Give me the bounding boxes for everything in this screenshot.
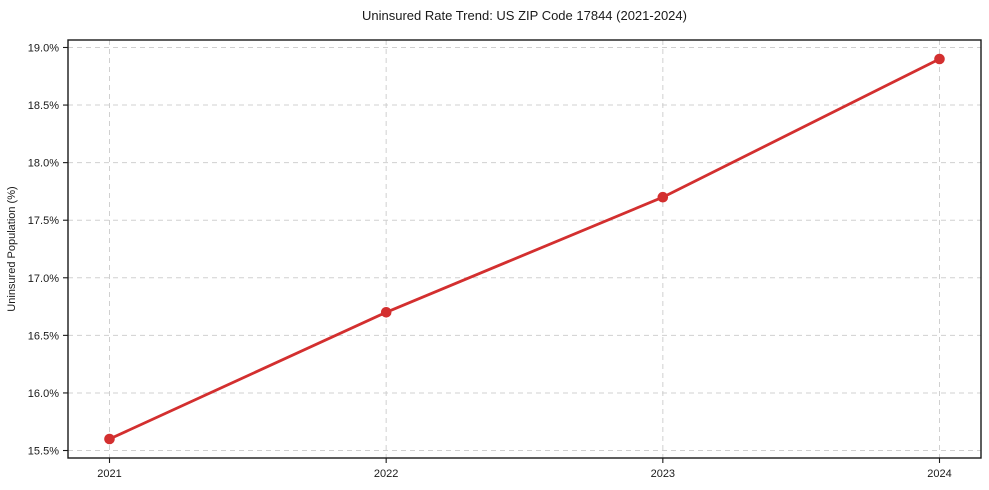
x-tick-label: 2023: [651, 468, 675, 480]
x-tick-label: 2024: [927, 468, 951, 480]
x-tick-label: 2022: [374, 468, 398, 480]
data-point-marker: [934, 53, 945, 65]
data-point-marker: [104, 433, 115, 445]
data-point-marker: [657, 191, 669, 203]
trend-line: [108, 57, 941, 441]
plot-border: [67, 39, 982, 459]
chart-title: Uninsured Rate Trend: US ZIP Code 17844 …: [362, 8, 687, 23]
y-tick-label: 18.5%: [28, 100, 59, 112]
y-tick-label: 17.0%: [28, 273, 59, 285]
x-tick-label: 2021: [97, 468, 121, 480]
y-tick-label: 18.0%: [28, 158, 59, 170]
y-tick-label: 16.5%: [28, 330, 59, 342]
y-tick-label: 19.0%: [28, 42, 59, 54]
data-point-marker: [380, 307, 392, 318]
y-tick-label: 15.5%: [28, 446, 59, 458]
y-tick-label: 16.0%: [28, 388, 59, 400]
y-tick-label: 17.5%: [28, 215, 59, 227]
